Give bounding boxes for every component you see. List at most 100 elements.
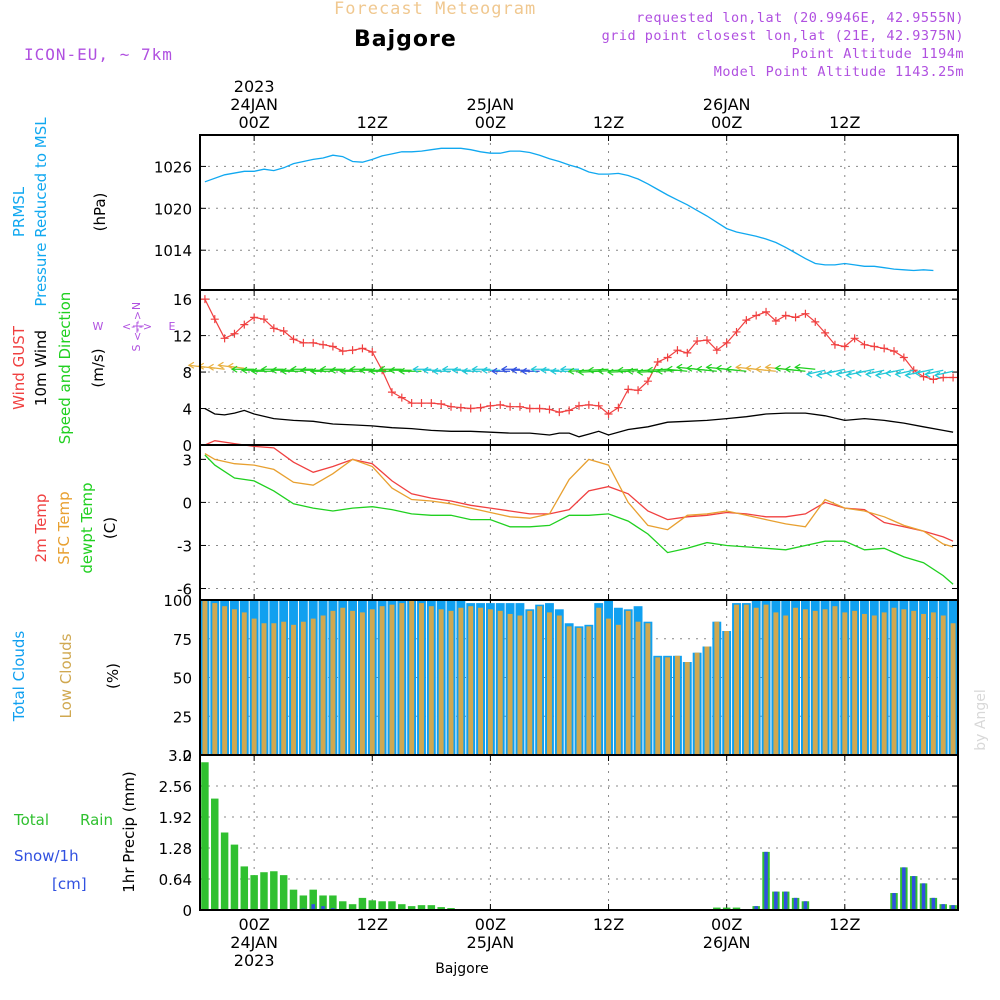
- low-clouds-bar: [222, 606, 228, 755]
- wind-direction-arrowhead: [805, 370, 813, 378]
- compass-north: N: [130, 302, 143, 310]
- compass-horizontal: <-|->: [122, 320, 152, 333]
- chart-title: Forecast Meteogram: [334, 0, 537, 19]
- low-clouds-bar: [310, 618, 316, 755]
- rain-bar: [378, 901, 386, 910]
- top-hour-label: 12Z: [829, 113, 860, 132]
- snow-bar: [793, 897, 798, 910]
- wind-direction-arrowhead: [616, 366, 624, 374]
- gust-marker: [535, 404, 544, 413]
- low-clouds-bar: [655, 657, 661, 755]
- low-clouds-bar: [586, 626, 592, 755]
- y-tick-label: 25: [173, 708, 192, 726]
- wind-direction-arrowhead: [187, 361, 195, 369]
- low-clouds-bar: [291, 624, 296, 755]
- rain-bar: [329, 895, 337, 910]
- wind-direction-arrowhead: [349, 365, 356, 373]
- rain-bar: [732, 907, 741, 910]
- low-clouds-bar: [231, 609, 237, 755]
- gust-marker: [890, 347, 899, 356]
- gust-marker: [781, 311, 790, 320]
- gust-marker: [929, 375, 938, 384]
- top-hour-label: 12Z: [357, 113, 388, 132]
- wind-direction-arrowhead: [207, 363, 214, 371]
- gust-marker: [860, 340, 869, 349]
- low-clouds-bar: [547, 612, 552, 755]
- gust-marker: [210, 315, 219, 324]
- snow-bar: [902, 867, 906, 910]
- snow-bar: [311, 904, 315, 910]
- gust-marker: [919, 372, 928, 381]
- snow-bar: [774, 891, 778, 910]
- wind-direction-arrowhead: [577, 368, 584, 376]
- wind-direction-arrow: [618, 368, 639, 371]
- gust-line: [204, 298, 954, 415]
- wind-direction-arrow: [856, 368, 875, 374]
- wind-direction-arrowhead: [825, 369, 833, 377]
- low-clouds-bar: [517, 615, 523, 755]
- gust-marker: [771, 317, 780, 325]
- gust-marker: [555, 408, 564, 417]
- gust-marker: [506, 402, 515, 411]
- rain-bar: [398, 904, 406, 910]
- low-clouds-bar: [635, 621, 641, 755]
- low-clouds-bar: [793, 607, 799, 755]
- low-clouds-bar: [734, 604, 739, 755]
- wind-direction-arrowhead: [280, 367, 287, 375]
- wind-direction-arrow: [637, 370, 658, 373]
- wind-direction-arrowhead: [744, 364, 752, 372]
- y-tick-label: 3: [182, 451, 192, 469]
- gust-marker: [496, 400, 505, 409]
- wind-direction-arrowhead: [715, 364, 722, 372]
- wind-gust-label: Wind GUST: [10, 325, 28, 410]
- gust-marker: [447, 402, 456, 411]
- wind-direction-arrowhead: [874, 371, 882, 379]
- wind-direction-arrowhead: [422, 366, 429, 374]
- compass-vertical: <-|->: [131, 311, 144, 341]
- low-clouds-bar: [694, 652, 700, 755]
- temp-unit-label: (C): [101, 517, 119, 539]
- low-clouds-bar: [881, 612, 887, 755]
- rain-bar: [289, 889, 298, 910]
- rain-bar: [407, 906, 416, 910]
- gust-marker: [525, 404, 534, 413]
- wind-direction-arrowhead: [197, 362, 205, 370]
- prmsl-label: PRMSL: [10, 186, 28, 237]
- wind-direction-arrowhead: [329, 366, 336, 374]
- wind-direction-arrowhead: [894, 370, 902, 378]
- gust-marker: [575, 401, 583, 410]
- gust-marker: [791, 313, 800, 322]
- wind-direction-arrowhead: [299, 366, 307, 374]
- rain-bar: [319, 895, 327, 910]
- low-clouds-bar: [753, 607, 759, 755]
- low-clouds-bar: [645, 623, 651, 755]
- low-clouds-bar: [537, 606, 543, 755]
- gust-marker: [230, 329, 239, 338]
- low-clouds-bar: [399, 603, 405, 755]
- rain-bar: [417, 905, 426, 910]
- top-hour-label: 00Z: [475, 113, 506, 132]
- wind-direction-arrowhead: [855, 369, 862, 377]
- panel-frame: [199, 754, 959, 911]
- low-clouds-bar: [891, 607, 897, 755]
- low-clouds-bar: [576, 627, 582, 755]
- wind-direction-arrowhead: [250, 367, 258, 375]
- compass-west: W: [93, 320, 104, 333]
- gust-marker: [702, 336, 711, 345]
- wind-direction-arrowhead: [461, 367, 468, 375]
- wind-direction-arrowhead: [626, 367, 634, 375]
- wind-direction-arrowhead: [540, 366, 547, 374]
- wind-direction-arrowhead: [260, 365, 267, 373]
- wind-direction-arrowhead: [735, 363, 742, 371]
- wind-direction-arrowhead: [398, 367, 405, 375]
- low-clouds-bar: [921, 613, 927, 755]
- wind-direction-arrow: [598, 369, 619, 372]
- low-clouds-bar: [950, 623, 956, 755]
- y-tick-label: 12: [173, 328, 192, 346]
- wind-direction-arrowhead: [754, 365, 762, 373]
- snow-bar: [951, 905, 955, 910]
- top-day-label: 26JAN: [703, 95, 751, 114]
- gust-marker: [752, 311, 761, 320]
- snow-bar: [921, 883, 926, 910]
- y-tick-label: 1026: [154, 158, 192, 176]
